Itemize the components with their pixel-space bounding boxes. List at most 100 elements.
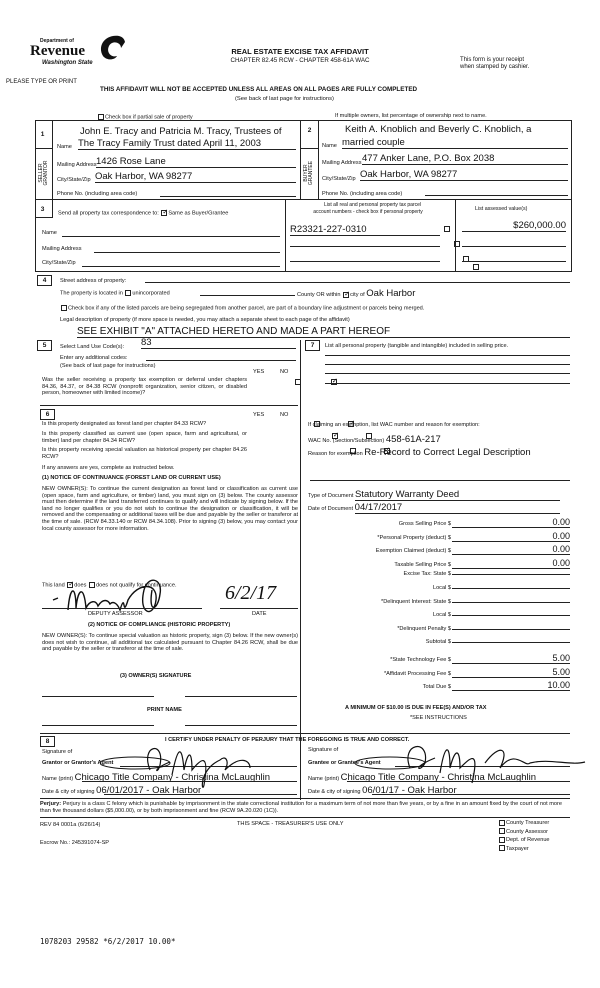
fee-label: Exemption Claimed (deduct) $ [375,548,451,555]
personal-property-field[interactable] [325,364,570,365]
buyer-address-field[interactable]: 477 Anker Lane, P.O. Box 2038 [362,153,568,165]
fee-value-field[interactable]: 0.00 [452,517,570,528]
see-back: (See back of last page for instructions) [235,96,334,102]
grantor-date-field[interactable]: 06/01/2017 - Oak Harbor [96,785,202,796]
buyer-city-field[interactable]: Oak Harbor, WA 98277 [360,169,568,181]
owner-signature-field[interactable] [42,696,154,697]
county-field[interactable] [200,295,295,296]
fee-value-field[interactable] [452,601,570,603]
perjury-block: Perjury: Perjury is a class C felony whi… [40,801,563,814]
grantor-signature-field[interactable] [120,766,297,767]
q5-yes-checkbox[interactable] [295,379,302,385]
q6-1-no-checkbox[interactable] [348,419,355,427]
grantor-name-field[interactable]: Chicago Title Company - Christina McLaug… [74,772,271,783]
owner-signature-field[interactable] [185,696,297,697]
personal-property-checkbox[interactable] [444,226,450,232]
fee-value-field[interactable]: 5.00 [452,653,570,664]
city-label: City/State/Zip [42,260,76,266]
fee-value-field[interactable] [452,588,570,589]
correspondence-city-field[interactable] [82,266,280,267]
city-checkbox[interactable] [343,290,350,298]
street-label: Street address of property: [60,278,127,284]
correspondence-name-field[interactable] [62,236,280,237]
section-3-number: 3 [40,206,45,213]
assessor-date-field[interactable] [220,608,298,609]
grantee-date-row: Date & city of signing 06/01/17 - Oak Ha… [308,785,457,796]
legal-description-field[interactable]: SEE EXHIBIT "A" ATTACHED HERETO AND MADE… [77,326,570,338]
warning: THIS AFFIDAVIT WILL NOT BE ACCEPTED UNLE… [100,86,418,93]
fee-row: *Affidavit Processing Fee $5.00 [340,667,570,678]
section-8-number: 8 [40,736,55,747]
fee-label: *State Technology Fee $ [390,657,451,663]
additional-codes-field[interactable] [146,360,296,361]
buyer-name-field[interactable]: married couple [342,137,568,149]
q6-2-yes-checkbox[interactable] [331,431,339,439]
copy-checkbox[interactable] [499,836,505,843]
buyer-phone-field[interactable] [425,195,568,196]
copy-checkbox[interactable] [499,819,505,826]
assessor-signature-field[interactable] [42,608,202,609]
seller-name-1[interactable]: John E. Tracy and Patricia M. Tracy, Tru… [80,126,282,137]
grantee-date-field[interactable]: 06/01/17 - Oak Harbor [362,785,457,796]
correspondence-address-field[interactable] [94,252,280,253]
does-qualify-checkbox[interactable] [67,580,74,588]
fee-value-field[interactable] [452,642,570,644]
parcel-number-field[interactable]: R23321-227-0310 [290,224,440,236]
fee-value-field[interactable]: 0.00 [452,558,570,569]
copy-checkbox[interactable] [499,828,505,835]
assessed-value-field[interactable]: $260,000.00 [462,220,566,232]
grantee-name-field[interactable]: Chicago Title Company - Christina McLaug… [340,772,537,783]
land-use-code-field[interactable]: 83 [141,337,296,349]
city-field[interactable]: Oak Harbor [366,288,416,299]
fee-value-field[interactable]: 5.00 [452,667,570,678]
city-row: County OR within city of Oak Harbor [297,288,415,299]
seller-phone-field[interactable] [160,196,296,197]
seller-name-field[interactable]: The Tracy Family Trust dated April 11, 2… [78,138,296,150]
q6-3-no-checkbox[interactable] [383,446,390,454]
assessed-value-field[interactable] [462,261,566,262]
print-name-field[interactable] [42,725,154,726]
divider [40,405,298,406]
personal-property-field[interactable] [325,355,570,356]
fee-row: Taxable Selling Price $0.00 [340,558,570,569]
wac-number-field[interactable]: 458-61A-217 [385,434,441,445]
copy-checkbox[interactable] [499,845,505,852]
fee-value-field[interactable]: 0.00 [452,544,570,556]
section-6-number: 6 [40,409,55,420]
personal-property-checkbox[interactable] [453,241,460,247]
q6-3-yes-checkbox[interactable] [349,448,356,454]
seller-city-field[interactable]: Oak Harbor, WA 98277 [95,171,296,183]
buyer-name-1[interactable]: Keith A. Knoblich and Beverly C. Knoblic… [345,124,532,135]
fee-value-field[interactable]: 10.00 [452,680,570,692]
seller-address-field[interactable]: 1426 Rose Lane [96,156,296,168]
personal-property-field[interactable] [325,373,570,374]
personal-property-field[interactable] [325,383,570,384]
parcel-number-field[interactable] [290,246,440,247]
document-type-field[interactable]: Statutory Warranty Deed [354,489,560,501]
document-date-field[interactable]: 04/17/2017 [354,502,560,514]
fee-row: *Delinquent Penalty $ [340,626,570,632]
fee-value-field[interactable] [452,615,570,617]
copy-item: County Treasurer [498,819,550,828]
fee-value-field[interactable] [452,628,570,630]
assessed-value-field[interactable] [462,246,566,247]
grantor-agent-label: Grantor or Grantor's Agent [42,760,114,766]
q5-no-checkbox[interactable] [330,377,338,385]
fee-value-field[interactable]: 0.00 [452,531,570,542]
partial-sale-checkbox[interactable] [98,114,104,120]
same-as-buyer-checkbox[interactable] [161,208,168,216]
exemption-reason-field[interactable]: Re-Record to Correct Legal Description [364,447,531,458]
street-address-field[interactable] [145,282,570,283]
q6-2-no-checkbox[interactable] [365,433,372,439]
personal-property-checkbox[interactable] [472,264,479,270]
unincorporated-checkbox[interactable] [125,290,132,296]
see-instructions-note: (See back of last page for instructions) [60,363,156,369]
fee-value-field[interactable] [452,574,570,576]
grantee-signature-field[interactable] [395,766,570,767]
segregated-checkbox[interactable] [61,305,67,311]
q6-1-yes-checkbox[interactable] [314,421,321,427]
divider [40,798,570,799]
print-name-field[interactable] [185,725,297,726]
parcel-number-field[interactable] [290,261,440,262]
does-not-qualify-checkbox[interactable] [88,582,95,588]
